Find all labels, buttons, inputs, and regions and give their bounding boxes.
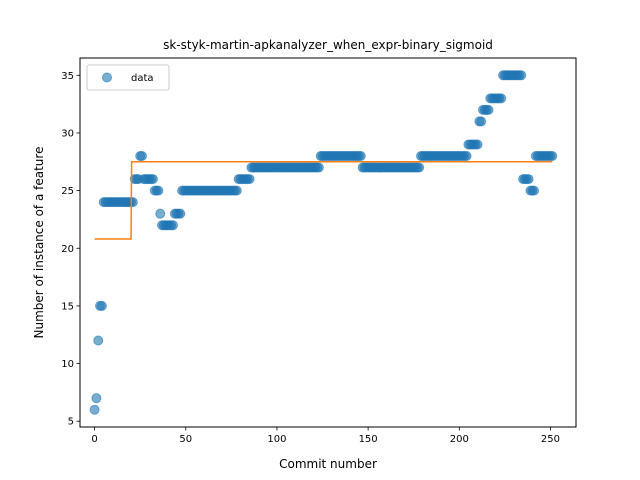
x-tick-label: 0 xyxy=(91,434,97,445)
data-point xyxy=(231,185,242,196)
chart-title: sk-styk-martin-apkanalyzer_when_expr-bin… xyxy=(163,38,493,52)
data-point xyxy=(127,197,138,208)
data-point xyxy=(496,93,507,104)
data-point xyxy=(89,404,100,415)
data-point xyxy=(547,151,558,162)
data-point xyxy=(355,151,366,162)
x-tick-label: 150 xyxy=(359,434,378,445)
data-point xyxy=(516,70,527,81)
y-tick-label: 30 xyxy=(61,128,74,139)
data-point xyxy=(523,174,534,185)
data-point xyxy=(147,174,158,185)
data-point xyxy=(175,208,186,219)
data-point xyxy=(476,116,487,127)
data-point xyxy=(313,162,324,173)
data-point xyxy=(168,220,178,231)
data-point xyxy=(153,185,164,196)
legend-box xyxy=(86,64,170,91)
x-axis-label: Commit number xyxy=(279,457,377,471)
y-tick-label: 20 xyxy=(61,244,74,255)
fit-line xyxy=(94,161,553,240)
data-point xyxy=(96,300,107,311)
legend-label-data: data xyxy=(131,73,154,84)
axis-ticks: 0 50 100 150 200 250 5 10 15 20 25 30 35 xyxy=(61,71,560,445)
x-tick-label: 250 xyxy=(541,434,560,445)
data-point xyxy=(483,104,494,115)
plot-frame xyxy=(79,57,577,428)
data-point xyxy=(91,393,102,404)
data-point xyxy=(244,174,255,185)
data-point xyxy=(472,139,483,150)
data-point xyxy=(414,162,425,173)
data-point xyxy=(93,335,104,346)
data-point xyxy=(137,151,147,162)
legend: data xyxy=(86,64,170,91)
y-tick-label: 15 xyxy=(61,301,74,312)
y-tick-label: 10 xyxy=(61,359,74,370)
y-tick-label: 5 xyxy=(68,417,74,428)
data-point xyxy=(529,185,540,196)
x-tick-label: 100 xyxy=(267,434,286,445)
plot-marks xyxy=(89,70,558,415)
y-axis-label: Number of instance of a feature xyxy=(32,147,46,339)
y-tick-label: 35 xyxy=(61,71,74,82)
x-tick-label: 50 xyxy=(179,434,192,445)
y-tick-label: 25 xyxy=(61,186,74,197)
data-point xyxy=(155,208,166,219)
legend-marker-data xyxy=(102,72,112,83)
data-point xyxy=(461,151,472,162)
x-tick-label: 200 xyxy=(450,434,469,445)
